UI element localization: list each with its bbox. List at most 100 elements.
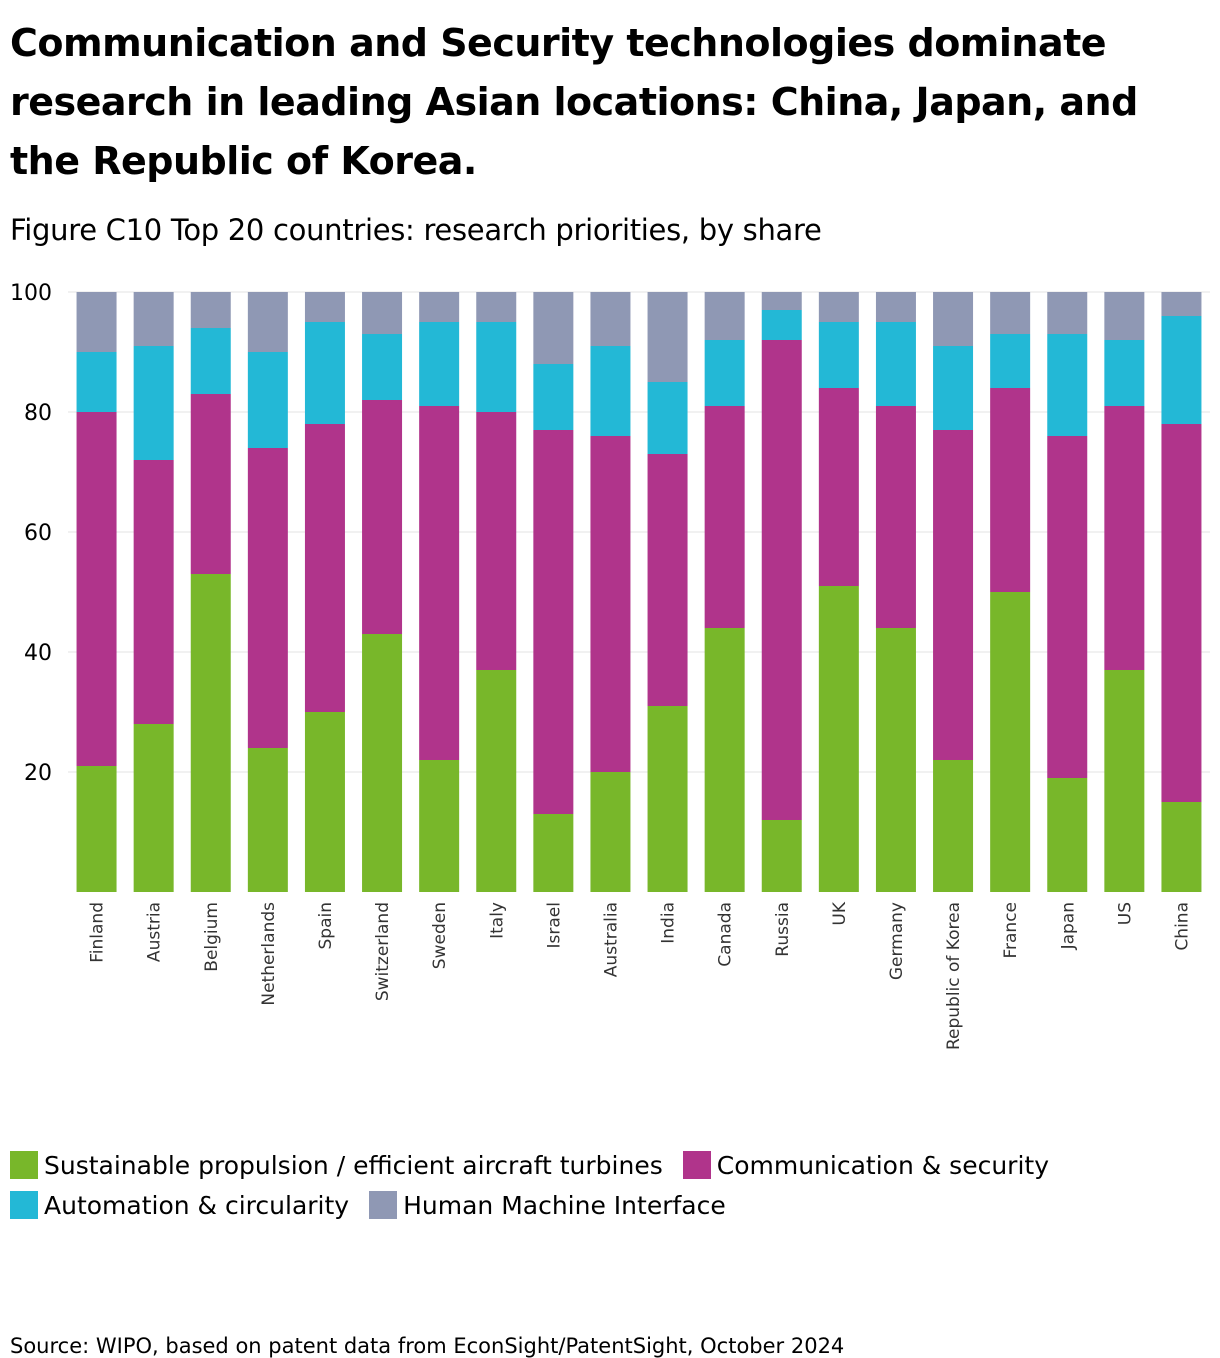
bar-segment [933, 430, 974, 760]
bar-stack-spain [304, 292, 345, 892]
x-tick-label: France [1001, 902, 1021, 959]
y-tick-label: 60 [24, 521, 52, 546]
legend-swatch [369, 1191, 398, 1219]
bar-segment [1047, 436, 1088, 778]
bar-segment [933, 760, 974, 892]
x-tick-label: Belgium [202, 902, 222, 972]
bar-stack-italy [476, 292, 517, 892]
bar-segment [590, 346, 631, 436]
bar-segment [533, 292, 574, 364]
bar-segment [1104, 292, 1145, 340]
bar-segment [933, 346, 974, 430]
legend-item-automation: Automation & circularity [10, 1191, 349, 1220]
bar-segment [533, 364, 574, 430]
bar-segment [647, 292, 688, 382]
bar-segment [362, 634, 403, 892]
bar-segment [476, 412, 517, 670]
y-tick-label: 20 [24, 761, 52, 786]
bar-stack-india [647, 292, 688, 892]
legend-swatch [10, 1151, 38, 1179]
bar-segment [1161, 424, 1202, 802]
bar-segment [533, 814, 574, 892]
bar-segment [133, 346, 174, 460]
bar-segment [190, 292, 231, 328]
bar-segment [362, 292, 403, 334]
x-tick-label: Spain [316, 902, 336, 950]
bar-segment [304, 292, 345, 322]
bar-segment [590, 436, 631, 772]
bar-segment [419, 322, 460, 406]
bar-segment [76, 412, 117, 766]
x-tick-label: Australia [601, 902, 621, 977]
bar-stack-sweden [419, 292, 460, 892]
bar-stack-finland [76, 292, 117, 892]
bar-stack-republic-of-korea [933, 292, 974, 892]
bar-segment [1104, 406, 1145, 670]
legend-label: Human Machine Interface [403, 1190, 726, 1220]
bar-segment [247, 748, 288, 892]
bar-segment [1161, 316, 1202, 424]
y-tick-label: 100 [10, 281, 52, 306]
bar-segment [704, 340, 745, 406]
bar-segment [247, 292, 288, 352]
bar-stack-china [1161, 292, 1202, 892]
x-tick-label: Israel [544, 902, 564, 948]
x-tick-label: China [1172, 902, 1192, 951]
bar-segment [304, 424, 345, 712]
bar-segment [362, 334, 403, 400]
bar-segment [990, 334, 1031, 388]
x-tick-label: Netherlands [259, 902, 279, 1006]
bar-stack-switzerland [362, 292, 403, 892]
bar-segment [761, 292, 802, 310]
bar-segment [133, 460, 174, 724]
bar-segment [190, 328, 231, 394]
gridlines [68, 291, 1210, 773]
legend-item-communication: Communication & security [682, 1151, 1049, 1180]
legend-label: Automation & circularity [44, 1190, 350, 1220]
bar-stack-france [990, 292, 1031, 892]
bar-segment [1104, 340, 1145, 406]
bar-segment [990, 388, 1031, 592]
bar-segment [704, 406, 745, 628]
bar-segment [133, 724, 174, 892]
chart-subtitle: Figure C10 Top 20 countries: research pr… [10, 213, 822, 247]
x-axis-ticks: Finland Austria Belgium Netherlands Spain Swi… [88, 901, 1193, 1050]
bar-segment [419, 760, 460, 892]
x-tick-label: Finland [88, 902, 108, 963]
bar-stack-austria [133, 292, 174, 892]
bar-stack-japan [1047, 292, 1088, 892]
bar-stack-canada [704, 292, 745, 892]
bar-segment [875, 322, 916, 406]
bar-segment [875, 628, 916, 892]
chart-title: Communication and Security technologies … [10, 21, 1138, 183]
x-tick-label: Japan [1058, 902, 1078, 950]
x-tick-label: Switzerland [373, 902, 393, 1001]
bar-segment [247, 448, 288, 748]
x-tick-label: Germany [887, 902, 907, 980]
bar-stack-israel [533, 292, 574, 892]
bar-segment [1161, 292, 1202, 316]
bar-segment [1047, 292, 1088, 334]
x-tick-label: US [1115, 902, 1135, 925]
x-tick-label: Russia [773, 902, 793, 957]
legend-item-propulsion: Sustainable propulsion / efficient aircr… [10, 1151, 663, 1180]
bar-segment [990, 592, 1031, 892]
x-tick-label: Italy [487, 902, 507, 939]
bar-segment [304, 322, 345, 424]
bar-segment [704, 292, 745, 340]
bar-segment [818, 322, 859, 388]
legend-label: Sustainable propulsion / efficient aircr… [44, 1150, 663, 1180]
legend: Sustainable propulsion / efficient aircr… [10, 1145, 1210, 1225]
bar-segment [933, 292, 974, 346]
bar-segment [1161, 802, 1202, 892]
bar-stack-uk [818, 292, 859, 892]
bar-segment [704, 628, 745, 892]
legend-swatch [682, 1151, 711, 1179]
bar-segment [419, 406, 460, 760]
bar-segment [190, 394, 231, 574]
bar-segment [818, 388, 859, 586]
legend-item-hmi: Human Machine Interface [369, 1191, 726, 1220]
bar-segment [761, 340, 802, 820]
bar-segment [76, 766, 117, 892]
bar-segment [133, 292, 174, 346]
